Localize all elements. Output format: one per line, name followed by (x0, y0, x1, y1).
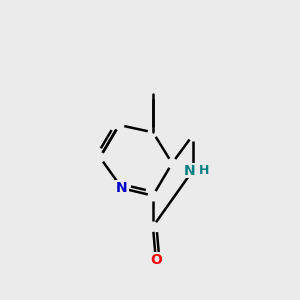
Text: H: H (199, 164, 209, 177)
Text: N: N (116, 181, 128, 195)
Text: N: N (184, 164, 196, 178)
Text: O: O (150, 254, 162, 267)
